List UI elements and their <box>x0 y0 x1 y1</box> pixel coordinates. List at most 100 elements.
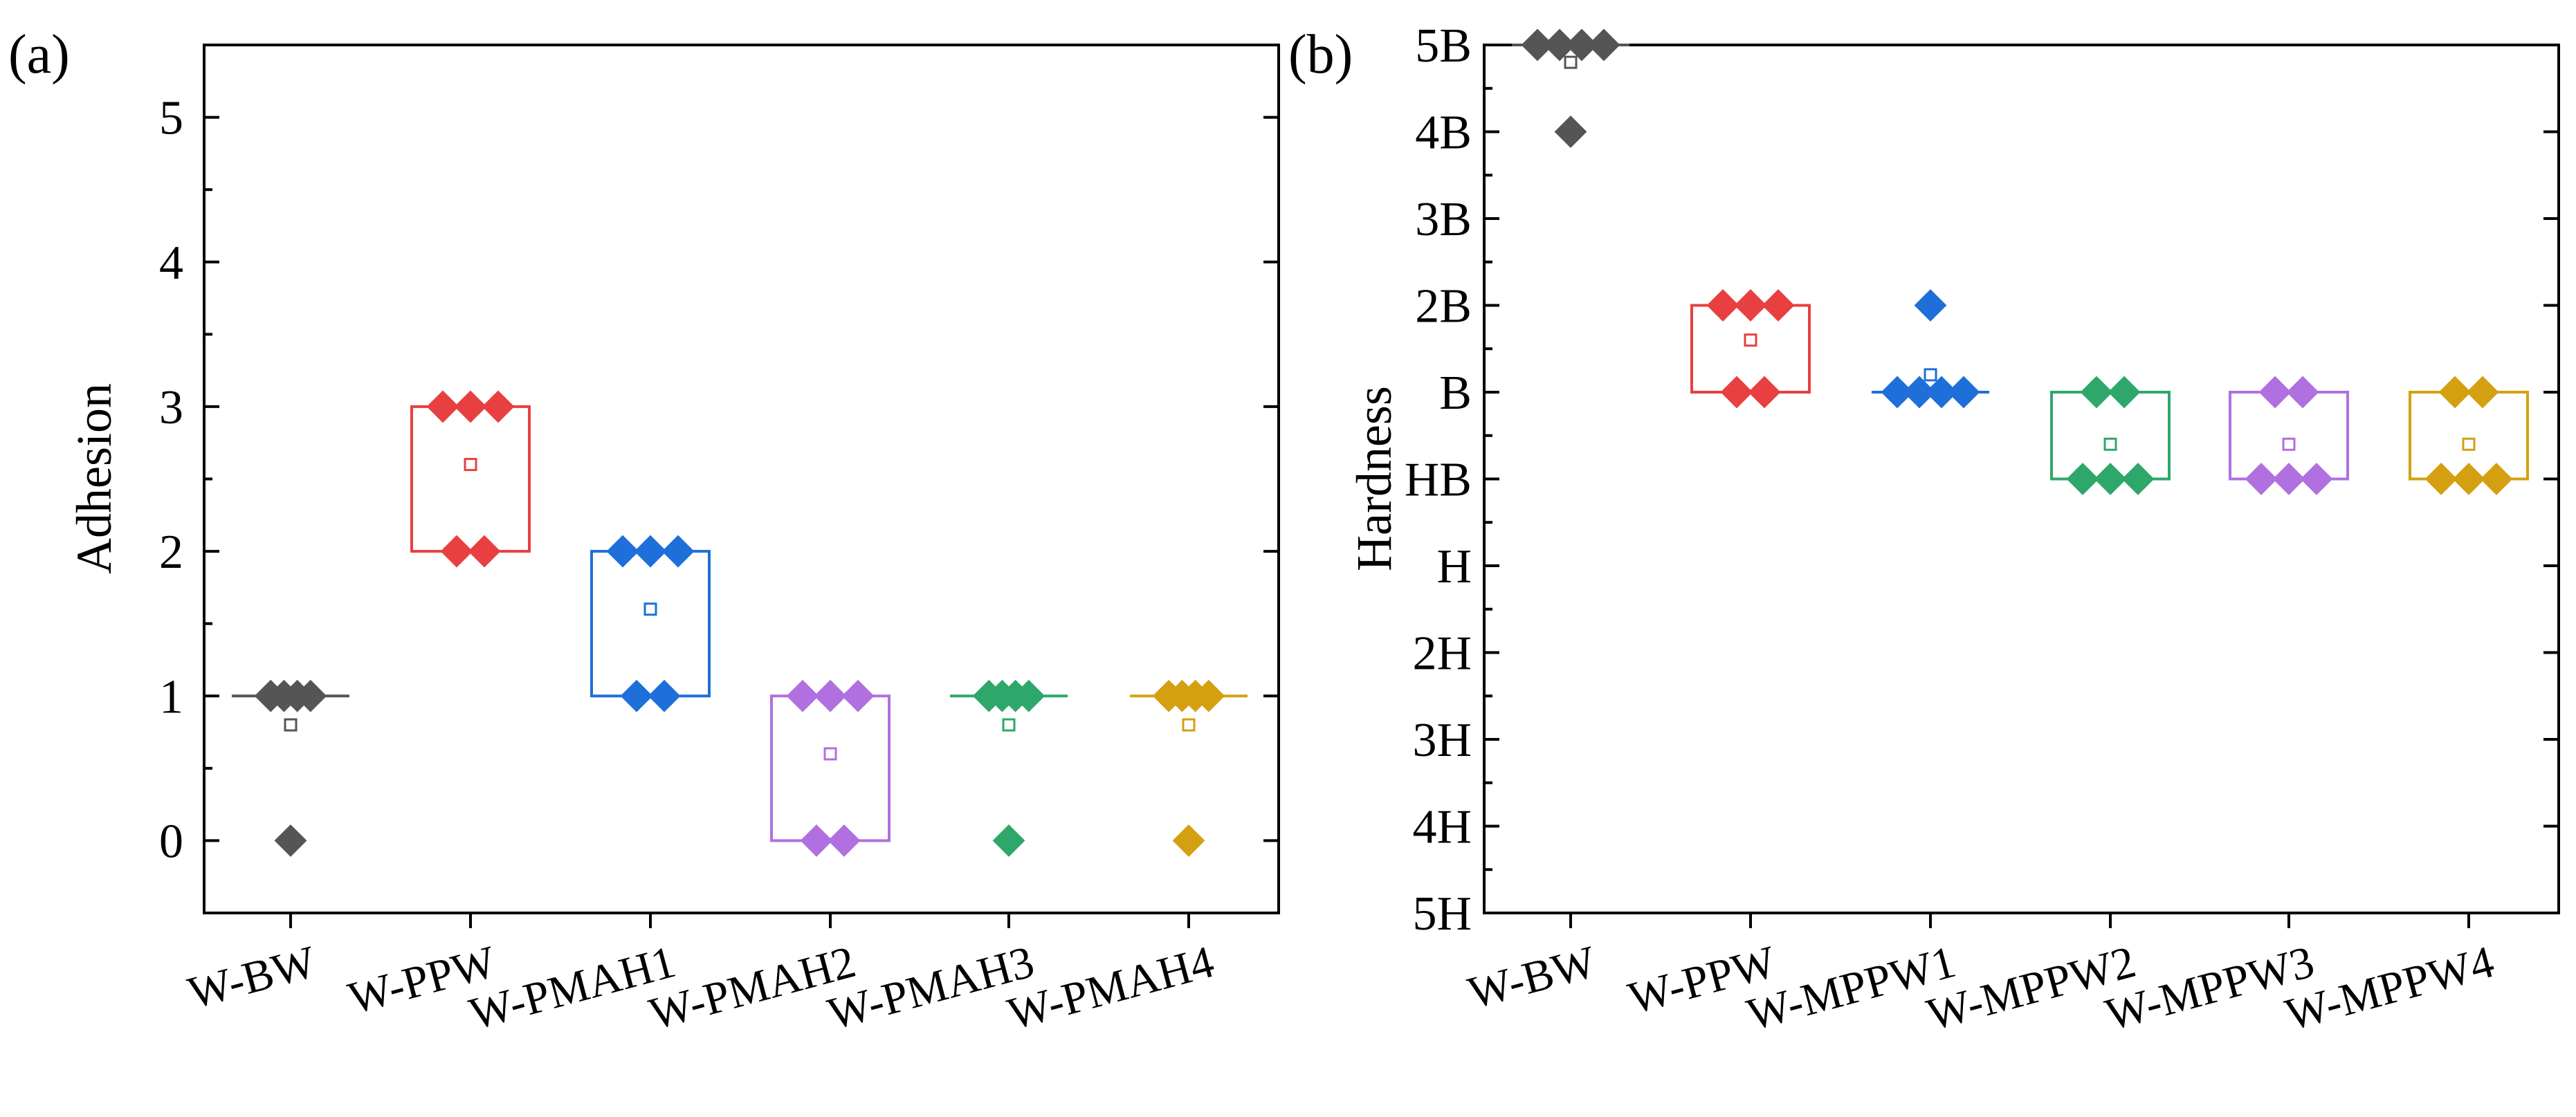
data-point-w-pmah2 <box>786 679 819 712</box>
panel-b-ytick-label: 2B <box>1415 280 1472 333</box>
panel-b-y-axis: 5H 4H 3H 2H H HB B 2B 3B 4B 5B <box>1405 19 2559 941</box>
data-point-w-ppw <box>1762 289 1795 322</box>
mean-marker-w-mppw2 <box>2103 437 2117 451</box>
panel-b-xtick-label: W-MPPW4 <box>2280 936 2499 1040</box>
data-point-w-mppw2 <box>2094 463 2127 495</box>
data-point-w-mppw4 <box>2452 463 2485 495</box>
panel-b-ytick-label: 4B <box>1415 107 1472 160</box>
data-point-w-pmah2 <box>800 824 833 857</box>
box-w-ppw <box>410 405 531 553</box>
panel-b-xtick-label: W-BW <box>1463 936 1601 1019</box>
data-point-w-pmah1 <box>648 679 681 712</box>
panel-a-plot-frame <box>203 44 1280 914</box>
data-point-w-mppw3 <box>2272 463 2305 495</box>
panel-a-data-marks <box>232 390 1248 857</box>
data-point-w-mppw2 <box>2066 463 2099 495</box>
panel-b-xtick-label: W-MPPW3 <box>2100 936 2319 1040</box>
panel-a-ytick-label: 1 <box>159 670 183 723</box>
panel-b-ytick-label: B <box>1439 367 1472 420</box>
outlier-x-marker <box>286 834 300 847</box>
box-w-pmah1 <box>590 550 711 698</box>
series-w-ppw <box>410 390 531 568</box>
series-w-mppw1 <box>1872 289 1989 409</box>
panel-b-data-marks <box>1512 28 2529 495</box>
data-point-w-pmah1 <box>606 535 639 568</box>
data-point-w-ppw <box>1706 289 1739 322</box>
panel-b-ytick-label: H <box>1436 540 1472 593</box>
data-point-w-mppw1 <box>1881 376 1914 409</box>
panel-a-xtick-label: W-BW <box>183 936 321 1019</box>
data-point-w-mppw2 <box>2108 376 2141 409</box>
series-w-pmah1 <box>590 535 711 712</box>
data-point-w-bw <box>1587 28 1620 62</box>
data-point-w-mppw3 <box>2258 376 2292 409</box>
panel-a-label: (a) <box>8 24 70 85</box>
box-w-pmah2 <box>770 694 890 842</box>
data-point-w-ppw <box>1734 289 1767 322</box>
panel-b-ytick-label: 5B <box>1415 19 1472 73</box>
panel-a-xtick-label: W-PMAH2 <box>644 936 861 1040</box>
data-point-w-mppw3 <box>2245 463 2278 495</box>
data-point-w-bw <box>294 679 327 712</box>
data-point-w-ppw <box>1748 376 1781 409</box>
mean-marker-w-ppw <box>464 458 477 472</box>
series-w-pmah2 <box>770 679 890 857</box>
mean-marker-w-bw <box>1564 55 1578 69</box>
mean-marker-w-mppw1 <box>1924 368 1937 382</box>
data-point-w-pmah2 <box>841 679 875 712</box>
data-point-w-ppw <box>454 390 487 423</box>
data-point-w-pmah1 <box>620 679 653 712</box>
data-point-w-mppw1 <box>1947 376 1980 409</box>
mean-marker-w-pmah3 <box>1002 718 1016 732</box>
data-point-w-mppw3 <box>2300 463 2333 495</box>
panel-a-ytick-label: 4 <box>159 237 183 290</box>
data-point-w-pmah2 <box>828 824 861 857</box>
data-point-w-pmah1 <box>634 535 667 568</box>
mean-marker-w-pmah1 <box>643 602 657 616</box>
data-point-w-ppw <box>468 535 501 568</box>
data-point-w-mppw2 <box>2080 376 2113 409</box>
panel-a-xtick-label: W-PMAH4 <box>1003 936 1219 1040</box>
data-point-w-bw <box>1543 28 1576 62</box>
panel-b-ytick-label: 2H <box>1412 627 1472 681</box>
data-point-w-ppw <box>440 535 473 568</box>
mean-marker-w-pmah2 <box>823 747 837 761</box>
data-point-w-mppw2 <box>2121 463 2155 495</box>
series-w-pmah4 <box>1130 679 1248 857</box>
outlier-x-marker <box>1185 834 1198 847</box>
data-point-w-bw <box>1565 28 1598 62</box>
data-point-w-bw <box>274 824 307 857</box>
panel-b-ytick-label: 3H <box>1412 714 1472 767</box>
data-point-w-mppw1 <box>1925 376 1958 409</box>
series-w-bw <box>232 679 349 857</box>
panel-a-ytick-label: 3 <box>159 381 183 434</box>
mean-marker-w-mppw4 <box>2462 437 2476 451</box>
data-point-w-pmah3 <box>1012 679 1045 712</box>
data-point-w-mppw4 <box>2424 463 2458 495</box>
panel-a-ytick-label: 2 <box>159 526 183 579</box>
panel-b-plot-frame <box>1483 44 2560 914</box>
mean-marker-w-pmah4 <box>1182 718 1196 732</box>
panel-b-xtick-label: W-MPPW1 <box>1742 936 1960 1040</box>
data-point-w-ppw <box>482 390 515 423</box>
panel-a-ytick-label: 5 <box>159 92 183 145</box>
panel-b-ytick-label: 5H <box>1412 887 1472 941</box>
series-w-mppw3 <box>2229 376 2349 495</box>
panel-b-y-axis-title: Hardness <box>1346 386 1402 571</box>
mean-marker-w-bw <box>284 718 298 732</box>
panel-a-xtick-label: W-PMAH1 <box>464 936 681 1040</box>
data-point-w-pmah4 <box>1172 824 1205 857</box>
data-point-w-pmah2 <box>814 679 847 712</box>
panel-a-y-axis: 0 1 2 3 4 5 <box>159 92 1279 868</box>
panel-a-ytick-label: 0 <box>159 815 183 868</box>
data-point-w-mppw4 <box>2480 463 2513 495</box>
series-w-pmah3 <box>950 679 1068 857</box>
series-w-mppw4 <box>2409 376 2529 495</box>
panel-b-hardness-chart: (b) 5H 4H 3H 2H H HB B 2B 3B 4B 5B W-BW W-PPWW-MPPW… <box>1288 19 2560 1040</box>
data-point-w-pmah4 <box>1192 679 1225 712</box>
mean-marker-w-ppw <box>1744 333 1757 347</box>
data-point-w-pmah1 <box>661 535 695 568</box>
